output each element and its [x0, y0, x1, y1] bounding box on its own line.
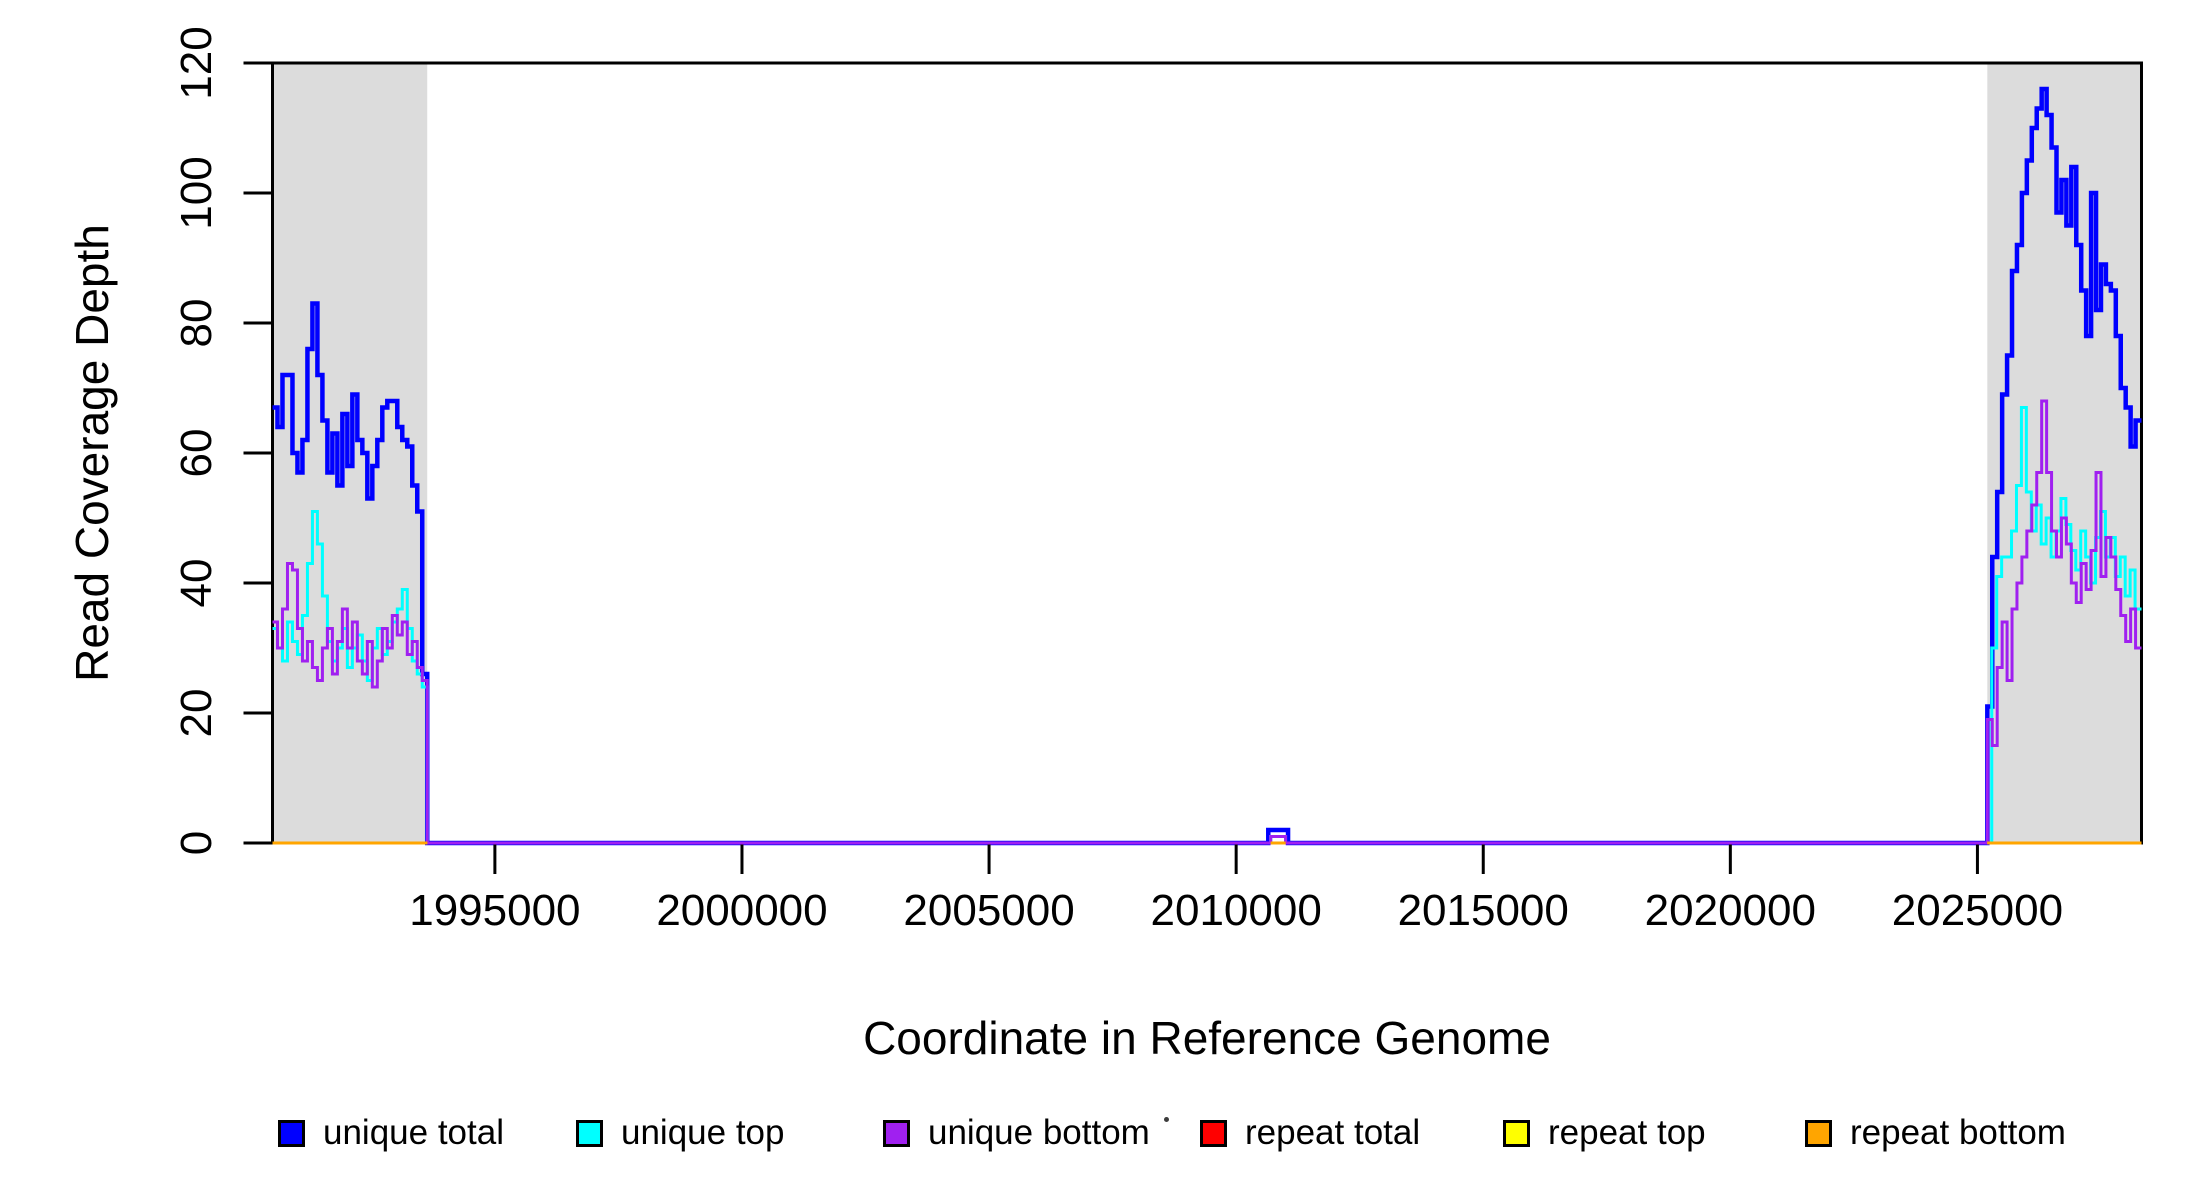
legend-item-repeat-total: repeat total: [1200, 1108, 1420, 1158]
legend-swatch-repeat-total: [1200, 1119, 1227, 1147]
legend-label: unique top: [621, 1113, 785, 1152]
legend-item-unique-bottom: unique bottom: [883, 1108, 1150, 1158]
x-tick-label: 2005000: [903, 886, 1075, 935]
series-unique-top: [272, 406, 2142, 845]
series-unique-bottom: [272, 399, 2142, 845]
legend-swatch-repeat-top: [1503, 1119, 1530, 1147]
legend-item-repeat-top: repeat top: [1503, 1108, 1706, 1158]
y-axis-title: Read Coverage Depth: [66, 224, 118, 682]
stray-dot: [1164, 1117, 1169, 1122]
legend-label: repeat top: [1548, 1113, 1706, 1152]
legend-swatch-unique-total: [278, 1119, 305, 1147]
legend-label: unique bottom: [928, 1113, 1150, 1152]
x-axis-title: Coordinate in Reference Genome: [863, 1012, 1551, 1064]
y-tick-label: 120: [172, 26, 221, 100]
legend-item-unique-total: unique total: [278, 1108, 504, 1158]
x-tick-label: 2010000: [1150, 886, 1322, 935]
x-tick-label: 2025000: [1891, 886, 2064, 935]
legend-item-repeat-bottom: repeat bottom: [1805, 1108, 2066, 1158]
legend-swatch-repeat-bottom: [1805, 1119, 1832, 1147]
legend-label: repeat bottom: [1850, 1113, 2066, 1152]
x-tick-label: 1995000: [409, 886, 581, 935]
legend-label: unique total: [323, 1113, 504, 1152]
x-tick-label: 2015000: [1397, 886, 1569, 935]
x-tick-label: 2000000: [656, 886, 828, 935]
legend-label: repeat total: [1245, 1113, 1421, 1152]
series-unique-total: [272, 86, 2142, 846]
legend-swatch-unique-top: [576, 1119, 603, 1147]
plot-box: [271, 61, 2143, 845]
x-tick-label: 2020000: [1644, 886, 1816, 935]
legend-item-unique-top: unique top: [576, 1108, 784, 1158]
legend-swatch-unique-bottom: [883, 1119, 910, 1147]
